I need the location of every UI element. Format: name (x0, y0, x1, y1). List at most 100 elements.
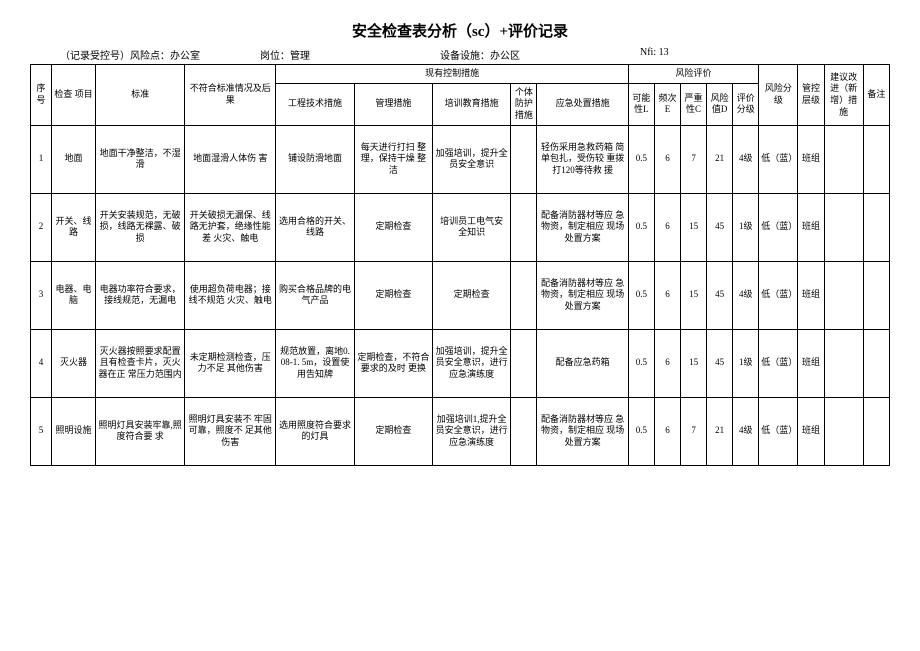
cell-seq: 4 (31, 329, 52, 397)
meta-nfi: Nfi: 13 (640, 47, 760, 62)
cell-std: 照明灯具安装牢靠,照度符合要 求 (96, 397, 185, 465)
cell-C: 7 (681, 397, 707, 465)
cell-E: 6 (654, 329, 680, 397)
cell-eng: 选用合格的开关、线路 (276, 193, 354, 261)
table-row: 1地面地面干净整洁，不湿滑地面湿滑人体伤 害铺设防滑地面每天进行打扫 整理，保持… (31, 125, 890, 193)
cell-ppe (511, 261, 537, 329)
th-emerg: 应急处置措施 (537, 83, 628, 125)
cell-ctrllvl: 班组 (798, 261, 824, 329)
cell-eng: 铺设防滑地面 (276, 125, 354, 193)
cell-eng: 选用照度符合要求的灯具 (276, 397, 354, 465)
cell-item: 照明设施 (51, 397, 95, 465)
cell-item: 灭火器 (51, 329, 95, 397)
cell-train: 培训员工电气安 全知识 (433, 193, 511, 261)
cell-eng: 购买合格品牌的电气产品 (276, 261, 354, 329)
cell-D: 21 (707, 125, 733, 193)
cell-D: 45 (707, 261, 733, 329)
cell-mgmt: 定期检查 (354, 397, 432, 465)
cell-C: 15 (681, 329, 707, 397)
cell-D: 45 (707, 193, 733, 261)
meta-riskpoint: （记录受控号）风险点：办公室 (60, 47, 260, 62)
cell-C: 7 (681, 125, 707, 193)
cell-ppe (511, 193, 537, 261)
th-mgmt: 管理措施 (354, 83, 432, 125)
cell-nonstd: 开关破损无漏保、线路无护套，绝缘性能差 火灾、触电 (185, 193, 276, 261)
table-row: 3电器、电脑电器功率符合要求，接线规范，无漏电使用超负荷电器；接线不规范 火灾、… (31, 261, 890, 329)
cell-E: 6 (654, 261, 680, 329)
cell-C: 15 (681, 261, 707, 329)
cell-train: 加强培训，提升全员安全意识，进行应急演练度 (433, 329, 511, 397)
th-C: 严重性C (681, 83, 707, 125)
cell-remark (863, 193, 889, 261)
cell-ppe (511, 397, 537, 465)
cell-emerg: 配备消防器材等应 急物资，制定相应 现场处置方案 (537, 397, 628, 465)
cell-emerg: 配备消防器材等应 急物资，制定相应 现场处置方案 (537, 193, 628, 261)
cell-D: 21 (707, 397, 733, 465)
cell-suggest (824, 329, 863, 397)
cell-std: 开关安装规范，无破损，线路无裸露、破损 (96, 193, 185, 261)
meta-row: （记录受控号）风险点：办公室 岗位：管理 设备设施：办公区 Nfi: 13 (30, 47, 890, 62)
cell-item: 开关、线路 (51, 193, 95, 261)
th-suggest: 建议改进（新增）措施 (824, 65, 863, 126)
cell-grade: 4级 (733, 125, 759, 193)
th-existing: 现有控制措施 (276, 65, 628, 84)
cell-E: 6 (654, 397, 680, 465)
cell-seq: 2 (31, 193, 52, 261)
cell-std: 电器功率符合要求，接线规范，无漏电 (96, 261, 185, 329)
th-E: 频次E (654, 83, 680, 125)
th-item: 检查 项目 (51, 65, 95, 126)
cell-emerg: 轻伤采用急救药箱 简单包扎，受伤较 重拨打120等待救 援 (537, 125, 628, 193)
cell-L: 0.5 (628, 329, 654, 397)
cell-seq: 1 (31, 125, 52, 193)
th-train: 培训教育措施 (433, 83, 511, 125)
cell-ctrllvl: 班组 (798, 329, 824, 397)
cell-seq: 3 (31, 261, 52, 329)
cell-nonstd: 照明灯具安装不 牢固可靠，照度不 足其他伤害 (185, 397, 276, 465)
cell-risklvl: 低（蓝） (759, 329, 798, 397)
th-riskeval: 风险评价 (628, 65, 758, 84)
cell-risklvl: 低（蓝） (759, 397, 798, 465)
cell-D: 45 (707, 329, 733, 397)
th-risklvl: 风险分级 (759, 65, 798, 126)
page-title: 安全检查表分析（sc）+评价记录 (30, 20, 890, 41)
cell-remark (863, 397, 889, 465)
cell-L: 0.5 (628, 397, 654, 465)
th-nonstd: 不符合标准情况及后果 (185, 65, 276, 126)
meta-facility: 设备设施：办公区 (440, 47, 640, 62)
cell-risklvl: 低（蓝） (759, 193, 798, 261)
cell-eng: 规范放置，离地0. 08-1. 5m，设置使用告知牌 (276, 329, 354, 397)
cell-train: 加强培训1,提升全员安全意识，进行应急演练度 (433, 397, 511, 465)
th-std: 标准 (96, 65, 185, 126)
cell-mgmt: 定期检查 (354, 193, 432, 261)
th-D: 风险值D (707, 83, 733, 125)
th-remark: 备注 (863, 65, 889, 126)
cell-ppe (511, 125, 537, 193)
cell-suggest (824, 397, 863, 465)
cell-ppe (511, 329, 537, 397)
cell-suggest (824, 261, 863, 329)
meta-position: 岗位：管理 (260, 47, 440, 62)
cell-grade: 4级 (733, 397, 759, 465)
cell-train: 定期检查 (433, 261, 511, 329)
th-L: 可能性L (628, 83, 654, 125)
cell-suggest (824, 193, 863, 261)
cell-grade: 1级 (733, 193, 759, 261)
cell-std: 灭火器按照要求配置且有检查卡片，灭火器在正 常压力范围内 (96, 329, 185, 397)
th-seq: 序号 (31, 65, 52, 126)
cell-remark (863, 261, 889, 329)
cell-std: 地面干净整洁，不湿滑 (96, 125, 185, 193)
cell-emerg: 配备应急药箱 (537, 329, 628, 397)
table-row: 2开关、线路开关安装规范，无破损，线路无裸露、破损开关破损无漏保、线路无护套，绝… (31, 193, 890, 261)
cell-mgmt: 定期检查 (354, 261, 432, 329)
cell-L: 0.5 (628, 261, 654, 329)
cell-risklvl: 低（蓝） (759, 261, 798, 329)
cell-nonstd: 使用超负荷电器；接线不规范 火灾、触电 (185, 261, 276, 329)
cell-mgmt: 每天进行打扫 整理，保持干燥 整洁 (354, 125, 432, 193)
cell-remark (863, 125, 889, 193)
cell-seq: 5 (31, 397, 52, 465)
cell-grade: 1级 (733, 329, 759, 397)
cell-E: 6 (654, 125, 680, 193)
cell-E: 6 (654, 193, 680, 261)
th-eng: 工程技术措施 (276, 83, 354, 125)
cell-L: 0.5 (628, 193, 654, 261)
